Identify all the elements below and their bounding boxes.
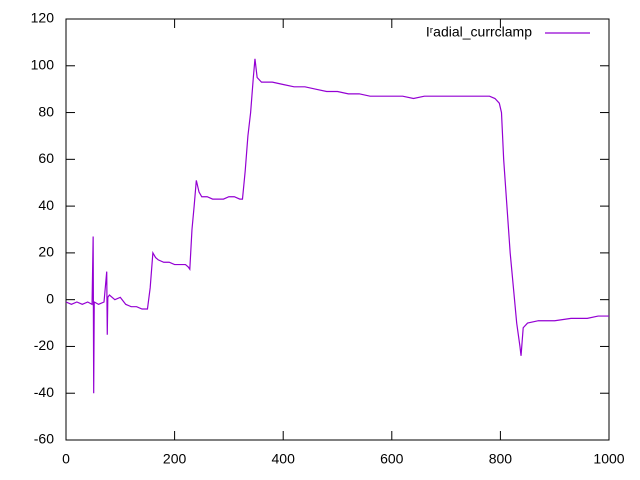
y-tick-label: -40	[34, 384, 54, 400]
x-tick-label: 800	[489, 451, 513, 467]
x-tick-label: 400	[272, 451, 296, 467]
y-tick-label: 20	[38, 244, 54, 260]
plot-frame	[65, 18, 610, 441]
legend-label: Iʳadial_currclamp	[426, 24, 532, 40]
x-tick-label: 0	[62, 451, 70, 467]
y-tick-label: 0	[46, 290, 54, 306]
y-tick-label: 100	[31, 56, 55, 72]
y-tick-label: 120	[31, 10, 55, 26]
x-tick-label: 600	[380, 451, 404, 467]
y-tick-label: -60	[34, 431, 54, 447]
y-tick-label: -20	[34, 337, 54, 353]
x-tick-label: 1000	[593, 451, 624, 467]
x-tick-label: 200	[163, 451, 187, 467]
y-tick-label: 80	[38, 103, 54, 119]
data-line	[65, 58, 609, 394]
y-tick-label: 40	[38, 197, 54, 213]
y-tick-label: 60	[38, 150, 54, 166]
